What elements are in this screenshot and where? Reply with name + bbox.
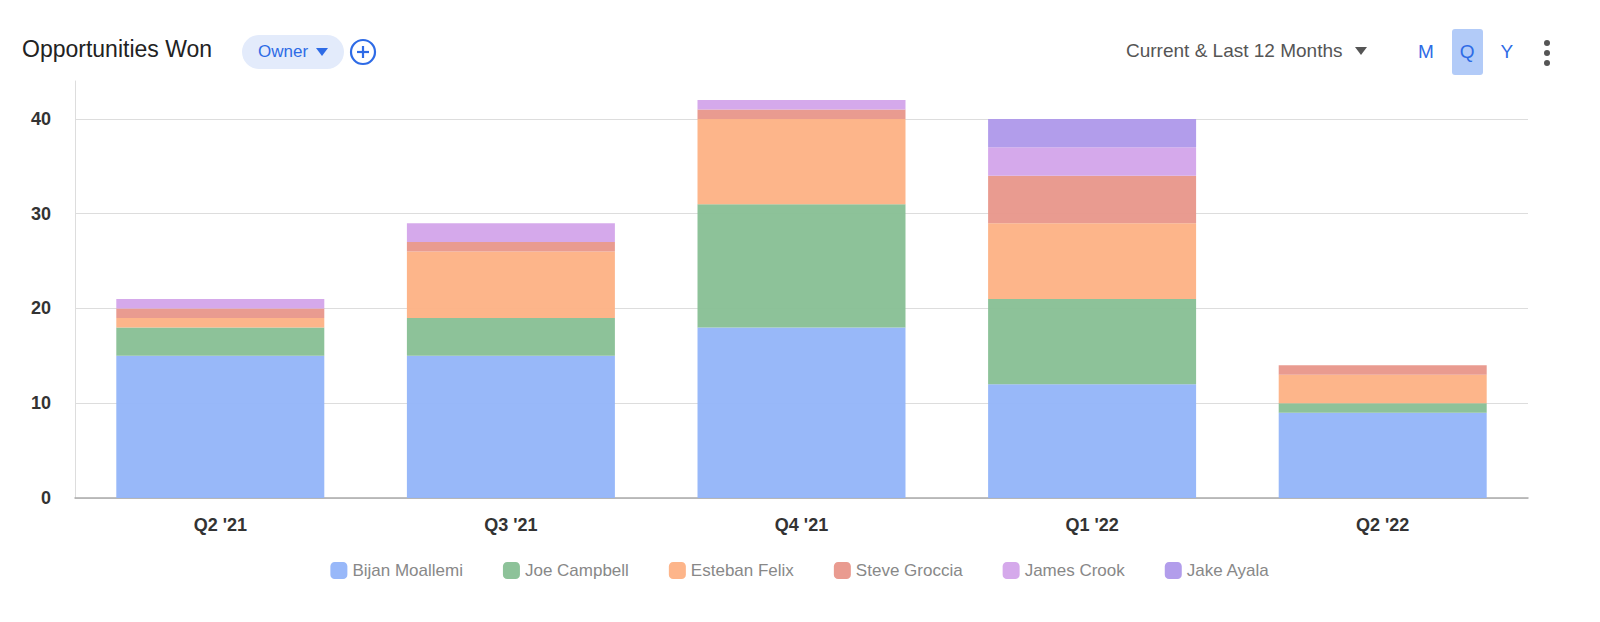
svg-text:Q2 '22: Q2 '22 — [1356, 515, 1409, 535]
svg-text:Esteban Felix: Esteban Felix — [691, 561, 794, 580]
html-text:Current & Last 12 Months: Current & Last 12 Months — [1126, 40, 1343, 61]
html-text:Owner: Owner — [258, 42, 309, 61]
svg-text:James Crook: James Crook — [1025, 561, 1126, 580]
svg-text:Jake Ayala: Jake Ayala — [1187, 561, 1269, 580]
svg-text:Steve Groccia: Steve Groccia — [856, 561, 963, 580]
svg-text:Bijan Moallemi: Bijan Moallemi — [352, 561, 463, 580]
svg-text:20: 20 — [31, 298, 51, 318]
svg-text:Q3 '21: Q3 '21 — [484, 515, 537, 535]
svg-text:40: 40 — [31, 109, 51, 129]
svg-text:0: 0 — [41, 488, 51, 508]
html-text:Y: Y — [1500, 41, 1514, 62]
html-text:M: M — [1418, 41, 1434, 62]
svg-text:10: 10 — [31, 393, 51, 413]
svg-text:Q1 '22: Q1 '22 — [1065, 515, 1118, 535]
html-text:Q: Q — [1459, 41, 1475, 62]
svg-text:Q4 '21: Q4 '21 — [775, 515, 828, 535]
html-text:Opportunities Won: Opportunities Won — [22, 36, 213, 62]
svg-text:Q2 '21: Q2 '21 — [194, 515, 247, 535]
svg-text:30: 30 — [31, 204, 51, 224]
svg-text:Joe Campbell: Joe Campbell — [525, 561, 629, 580]
